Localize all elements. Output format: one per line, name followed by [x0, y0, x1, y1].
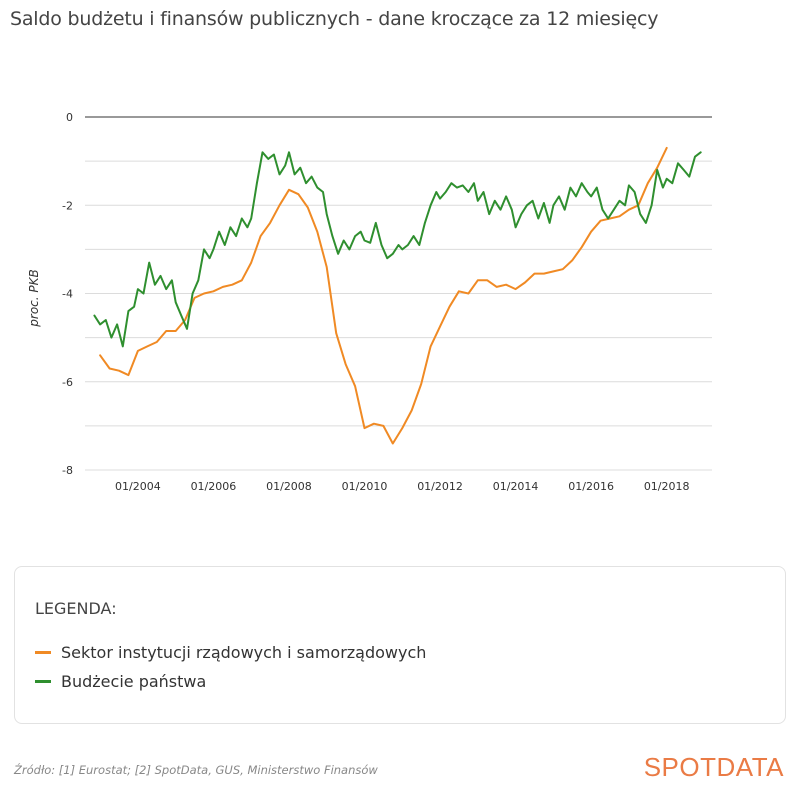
- x-tick-label: 01/2014: [493, 480, 539, 493]
- y-axis-label: proc. PKB: [27, 269, 41, 327]
- series-line-sector: [99, 146, 668, 445]
- y-tick-label: -8: [62, 464, 73, 477]
- legend-title: LEGENDA:: [35, 599, 117, 618]
- x-tick-label: 01/2010: [342, 480, 388, 493]
- x-tick-label: 01/2018: [644, 480, 690, 493]
- legend-label-sector: Sektor instytucji rządowych i samorządow…: [61, 643, 427, 662]
- y-tick-label: -2: [62, 199, 73, 212]
- y-tick-label: 0: [66, 111, 73, 124]
- line-chart: 0-2-4-6-8 01/2004 01/2006 01/2008 01/2010 01…: [27, 111, 712, 493]
- spotdata-logo: SPOTDATA: [643, 752, 784, 782]
- y-axis-ticks: 0 -2 -4 -6 -8: [62, 111, 73, 477]
- series: [93, 146, 702, 445]
- legend-box: LEGENDA: Sektor instytucji rządowych i s…: [14, 566, 786, 724]
- legend-item-sector: Sektor instytucji rządowych i samorządow…: [35, 643, 426, 662]
- chart-title: Saldo budżetu i finansów publicznych - d…: [10, 8, 659, 30]
- source-note: Źródło: [1] Eurostat; [2] SpotData, GUS,…: [14, 763, 378, 777]
- x-tick-label: 01/2012: [417, 480, 463, 493]
- x-tick-label: 01/2016: [568, 480, 614, 493]
- series-line-state-budget: [93, 151, 702, 348]
- legend-swatch-sector: [35, 651, 51, 654]
- legend-label-state-budget: Budżecie państwa: [61, 672, 207, 691]
- x-axis-ticks: 01/2004 01/2006 01/2008 01/2010 01/2012 01/20…: [115, 480, 689, 493]
- x-tick-label: 01/2004: [115, 480, 161, 493]
- x-tick-label: 01/2008: [266, 480, 312, 493]
- x-tick-label: 01/2006: [191, 480, 237, 493]
- grid: [85, 116, 712, 471]
- legend-item-state-budget: Budżecie państwa: [35, 672, 206, 691]
- legend-swatch-state-budget: [35, 680, 51, 683]
- y-tick-label: -6: [62, 376, 73, 389]
- y-tick-label: -4: [62, 288, 73, 301]
